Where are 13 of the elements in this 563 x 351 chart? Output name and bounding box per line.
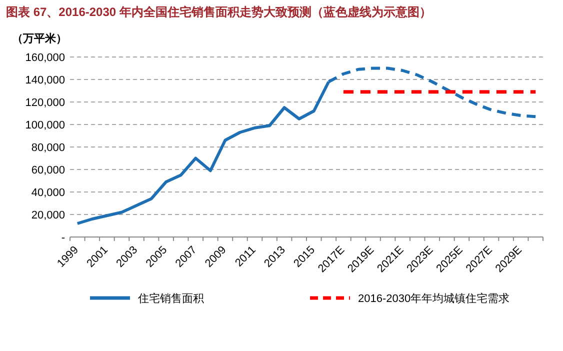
y-tick-label: 120,000 bbox=[25, 97, 65, 109]
y-tick-label: 80,000 bbox=[31, 142, 65, 154]
legend-label: 2016-2030年年均城镇住宅需求 bbox=[358, 292, 510, 305]
y-axis-title: （万平米） bbox=[12, 32, 67, 45]
y-tick-label: 20,000 bbox=[31, 210, 65, 222]
y-tick-label: 160,000 bbox=[25, 52, 65, 64]
legend-label: 住宅销售面积 bbox=[138, 292, 204, 305]
y-tick-label: 100,000 bbox=[25, 120, 65, 132]
chart-title: 图表 67、2016-2030 年内全国住宅销售面积走势大致预测（蓝色虚线为示意图） bbox=[6, 5, 432, 19]
y-tick-label: 60,000 bbox=[31, 164, 65, 176]
y-tick-label: 140,000 bbox=[25, 74, 65, 86]
y-tick-label: - bbox=[61, 232, 66, 244]
y-tick-label: 40,000 bbox=[31, 187, 65, 199]
